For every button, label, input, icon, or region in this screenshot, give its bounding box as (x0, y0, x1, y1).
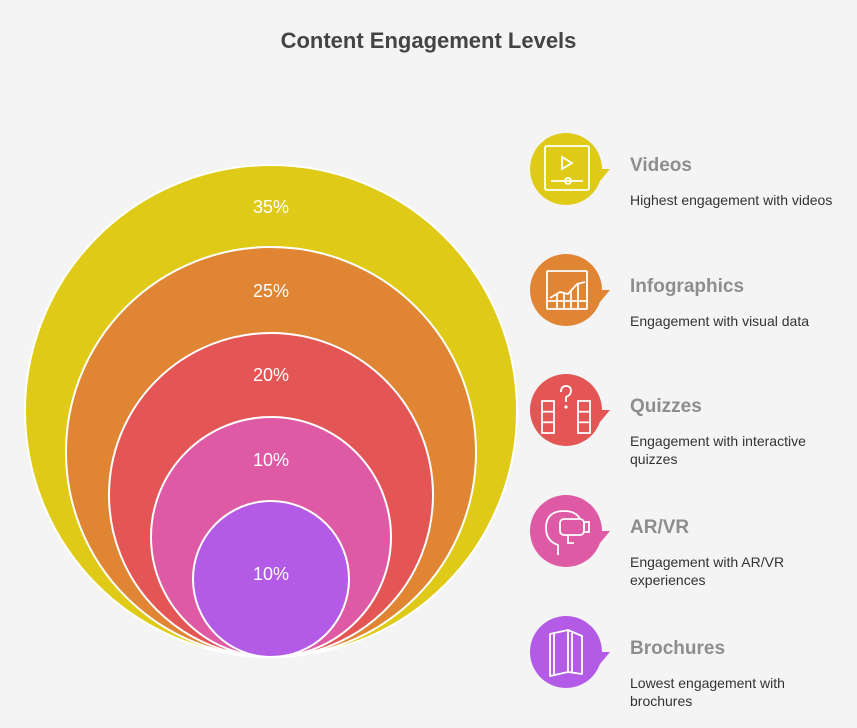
percent-label: 10% (253, 564, 289, 584)
vr-headset-icon (530, 495, 610, 567)
percent-label: 25% (253, 281, 289, 301)
percent-label: 20% (253, 365, 289, 385)
circle-brochures (192, 500, 350, 658)
legend-description: Engagement with AR/VR experiences (630, 554, 785, 588)
legend-item-videos: Videos Highest engagement with videos (530, 133, 850, 213)
legend-item-quizzes: Quizzes Engagement with interactive quiz… (530, 374, 850, 467)
legend-title: Brochures (630, 638, 726, 659)
legend-description: Engagement with visual data (630, 313, 809, 329)
legend-title: Videos (630, 155, 692, 176)
legend-item-brochures: Brochures Lowest engagement with brochur… (530, 616, 850, 709)
legend-item-ar-vr: AR/VR Engagement with AR/VR experiences (530, 495, 850, 588)
video-player-icon (530, 133, 610, 205)
legend-title: Infographics (630, 276, 745, 297)
legend-description: Lowest engagement with brochures (630, 675, 785, 709)
legend-title: Quizzes (630, 396, 702, 417)
legend-item-infographics: Infographics Engagement with visual data (530, 254, 850, 334)
percent-label: 10% (253, 450, 289, 470)
page-title: Content Engagement Levels (280, 28, 577, 53)
percent-label: 35% (253, 197, 289, 217)
quiz-icon (530, 374, 610, 446)
legend-title: AR/VR (630, 517, 690, 538)
chart-icon (530, 254, 610, 326)
legend-description: Highest engagement with videos (630, 192, 833, 208)
brochure-icon (530, 616, 610, 688)
legend-description: Engagement with interactive quizzes (630, 433, 806, 467)
